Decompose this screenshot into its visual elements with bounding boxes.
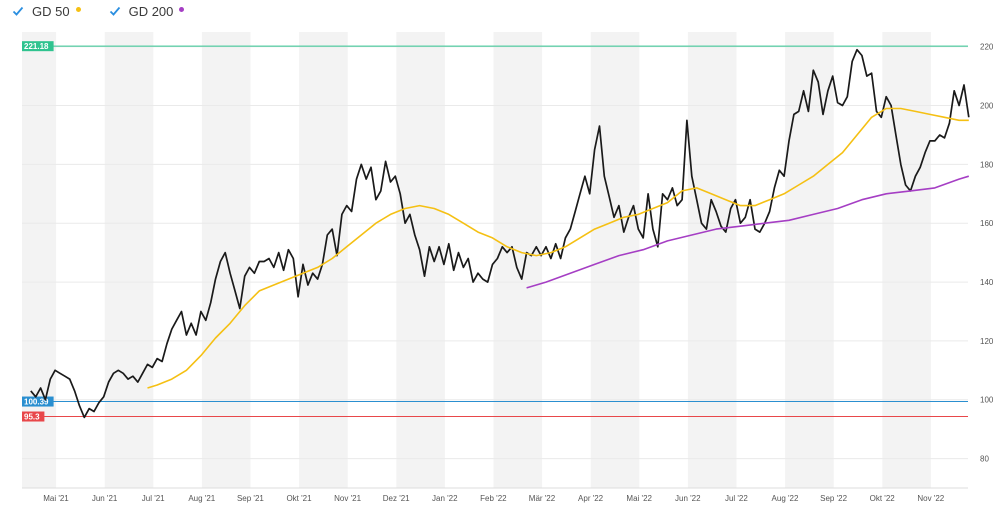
chart-legend: GD 50 GD 200 [0, 0, 194, 22]
x-tick-label: Mai '22 [626, 494, 652, 503]
x-tick-label: Nov '22 [917, 494, 944, 503]
legend-dot-gd200 [179, 6, 185, 12]
x-tick-label: Feb '22 [480, 494, 507, 503]
x-tick-label: Okt '22 [870, 494, 896, 503]
reference-label: 100.39 [24, 398, 49, 407]
reference-label-box [22, 396, 54, 407]
reference-label: 95.3 [24, 413, 40, 422]
x-tick-label: Sep '21 [237, 494, 264, 503]
x-tick-label: Apr '22 [578, 494, 604, 503]
y-tick-label: 140 [980, 278, 994, 287]
y-tick-label: 80 [980, 455, 989, 464]
legend-label-gd50: GD 50 [32, 3, 70, 19]
reference-label-box [22, 411, 45, 422]
x-tick-label: Sep '22 [820, 494, 847, 503]
x-tick-label: Mai '21 [43, 494, 69, 503]
y-tick-label: 160 [980, 219, 994, 228]
month-band [882, 32, 931, 488]
x-tick-label: Okt '21 [286, 494, 312, 503]
x-tick-label: Jan '22 [432, 494, 458, 503]
checkmark-icon [109, 6, 120, 16]
x-tick-label: Mär '22 [529, 494, 556, 503]
reference-label-box [22, 41, 54, 52]
month-band [493, 32, 543, 488]
checkmark-icon [12, 6, 24, 16]
x-tick-label: Aug '21 [188, 494, 215, 503]
x-tick-label: Dez '21 [383, 494, 410, 503]
month-band [104, 32, 154, 488]
x-tick-label: Aug '22 [772, 494, 799, 503]
month-band [396, 32, 445, 488]
y-tick-label: 120 [980, 337, 994, 346]
x-tick-label: Jun '21 [92, 494, 118, 503]
series-line-gd50 [147, 107, 969, 389]
y-tick-label: 200 [980, 102, 994, 111]
x-tick-label: Jul '21 [142, 494, 165, 503]
x-tick-label: Jul '22 [725, 494, 748, 503]
series-line-price [30, 48, 970, 419]
month-band [590, 32, 640, 488]
month-band [687, 32, 737, 488]
y-tick-label: 220 [980, 43, 994, 52]
x-tick-label: Nov '21 [334, 494, 361, 503]
y-tick-label: 100 [980, 396, 994, 405]
x-tick-label: Jun '22 [675, 494, 701, 503]
y-tick-label: 180 [980, 160, 994, 169]
legend-item-gd50[interactable]: GD 50 [12, 4, 81, 19]
legend-label-gd200: GD 200 [128, 3, 174, 19]
legend-dot-gd50 [75, 6, 81, 12]
reference-label: 221.18 [24, 42, 49, 51]
series-line-gd200 [526, 175, 970, 289]
legend-item-gd200[interactable]: GD 200 [109, 4, 185, 19]
